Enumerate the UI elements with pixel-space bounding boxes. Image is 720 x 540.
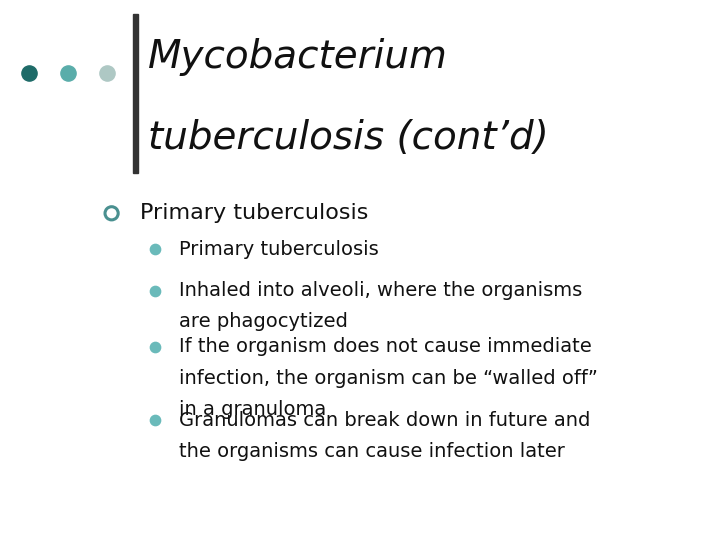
Text: are phagocytized: are phagocytized [179,312,348,332]
Text: infection, the organism can be “walled off”: infection, the organism can be “walled o… [179,368,598,388]
Text: in a granuloma: in a granuloma [179,400,326,419]
Text: Granulomas can break down in future and: Granulomas can break down in future and [179,410,590,430]
Text: If the organism does not cause immediate: If the organism does not cause immediate [179,337,591,356]
Text: Mycobacterium: Mycobacterium [148,38,447,76]
Text: tuberculosis (cont’d): tuberculosis (cont’d) [148,119,549,157]
Text: the organisms can cause infection later: the organisms can cause infection later [179,442,564,461]
Point [149,416,161,424]
Point [149,245,161,254]
Point [101,69,112,77]
Point [106,209,117,218]
Text: Primary tuberculosis: Primary tuberculosis [140,203,369,224]
Point [63,69,74,77]
Point [149,286,161,295]
Point [149,342,161,351]
Point [23,69,35,77]
Text: Primary tuberculosis: Primary tuberculosis [179,240,378,259]
Bar [133,14,138,173]
Text: Inhaled into alveoli, where the organisms: Inhaled into alveoli, where the organism… [179,281,582,300]
